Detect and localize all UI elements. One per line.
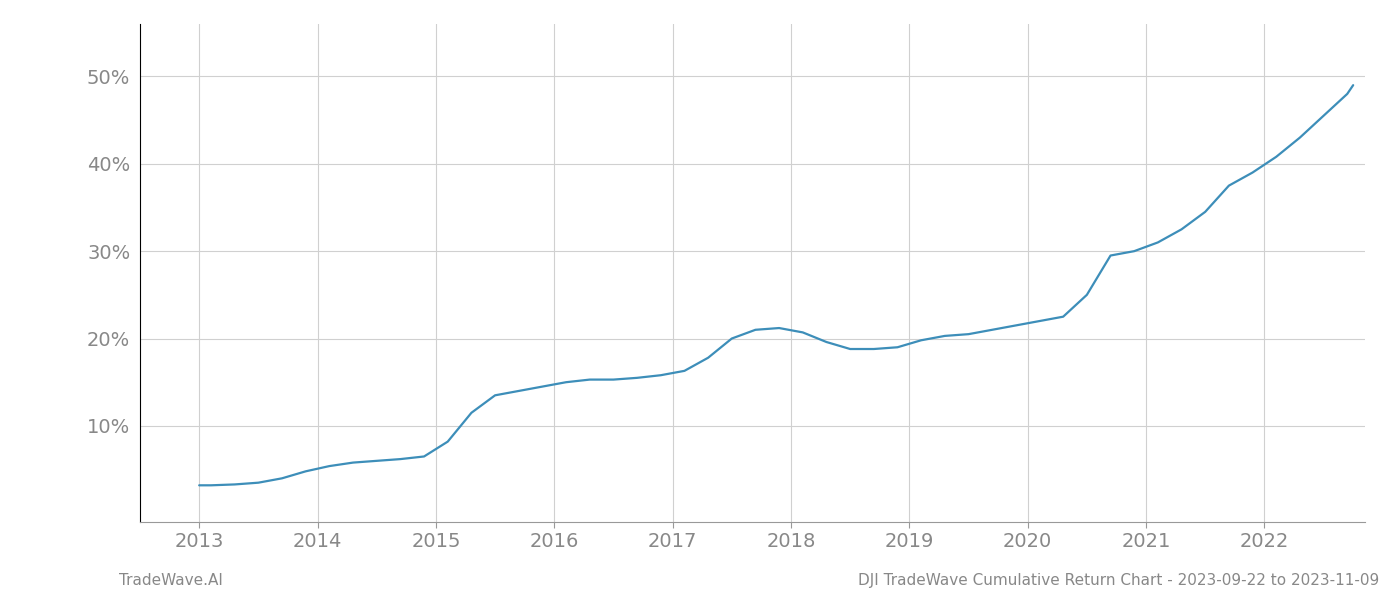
Text: DJI TradeWave Cumulative Return Chart - 2023-09-22 to 2023-11-09: DJI TradeWave Cumulative Return Chart - … <box>858 573 1379 588</box>
Text: TradeWave.AI: TradeWave.AI <box>119 573 223 588</box>
